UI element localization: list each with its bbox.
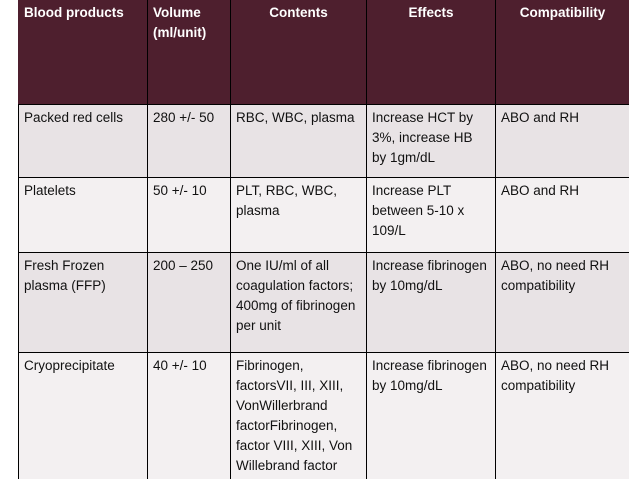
- table-cell: Fibrinogen, factorsVII, III, XIII, VonWi…: [230, 352, 367, 479]
- header-cell: Blood products: [18, 0, 148, 105]
- table-cell: PLT, RBC, WBC, plasma: [230, 177, 367, 253]
- blood-products-table: Blood products Volume (ml/unit) Contents Ef…: [18, 0, 629, 479]
- table-cell: Fresh Frozen plasma (FFP): [18, 252, 148, 353]
- header-cell: Volume (ml/unit): [147, 0, 231, 105]
- header-cell: Compatibility: [495, 0, 629, 105]
- table-row: Packed red cells 280 +/- 50 RBC, WBC, plas…: [18, 104, 629, 178]
- table-cell: 280 +/- 50: [147, 104, 231, 178]
- table-cell: Increase HCT by 3%, increase HB by 1gm/d…: [366, 104, 496, 178]
- table-cell: 50 +/- 10: [147, 177, 231, 253]
- table-cell: ABO and RH: [495, 177, 629, 253]
- table-cell: Cryoprecipitate: [18, 352, 148, 479]
- table-cell: ABO, no need RH compatibility: [495, 352, 629, 479]
- header-cell: Contents: [230, 0, 367, 105]
- table-cell: 200 – 250: [147, 252, 231, 353]
- table-wrap: Blood products Volume (ml/unit) Contents Ef…: [18, 0, 629, 479]
- table-row: Cryoprecipitate 40 +/- 10 Fibrinogen, fact…: [18, 352, 629, 479]
- table-row: Fresh Frozen plasma (FFP) 200 – 250 One IU…: [18, 252, 629, 353]
- table-cell: Platelets: [18, 177, 148, 253]
- table-cell: Increase fibrinogen by 10mg/dL: [366, 352, 496, 479]
- table-cell: Increase fibrinogen by 10mg/dL: [366, 252, 496, 353]
- table-cell: RBC, WBC, plasma: [230, 104, 367, 178]
- table-body: Packed red cells 280 +/- 50 RBC, WBC, plas…: [18, 104, 629, 479]
- table-row: Platelets 50 +/- 10 PLT, RBC, WBC, plasma I…: [18, 177, 629, 253]
- header-cell: Effects: [366, 0, 496, 105]
- table-cell: Packed red cells: [18, 104, 148, 178]
- header-row: Blood products Volume (ml/unit) Contents Ef…: [18, 0, 629, 105]
- table-cell: 40 +/- 10: [147, 352, 231, 479]
- table-cell: ABO, no need RH compatibility: [495, 252, 629, 353]
- table-cell: Increase PLT between 5-10 x 109/L: [366, 177, 496, 253]
- table-cell: One IU/ml of all coagulation factors; 40…: [230, 252, 367, 353]
- table-cell: ABO and RH: [495, 104, 629, 178]
